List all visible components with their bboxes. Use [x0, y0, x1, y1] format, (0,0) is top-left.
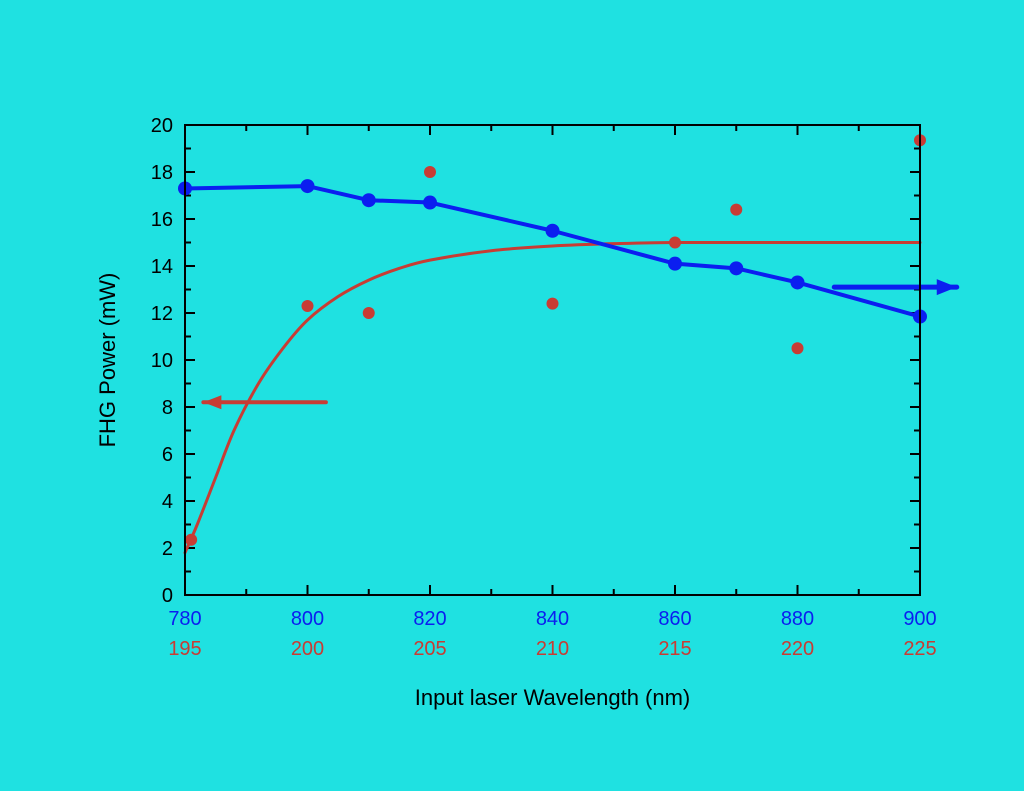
y-axis-title: FHG Power (mW) — [95, 273, 120, 448]
blue-point — [791, 275, 805, 289]
y-tick-label: 6 — [162, 444, 173, 466]
blue-point — [301, 179, 315, 193]
blue-point — [362, 193, 376, 207]
y-tick-label: 18 — [151, 162, 173, 184]
y-tick-label: 14 — [151, 256, 173, 278]
y-tick-label: 2 — [162, 538, 173, 560]
x-tick-label-top: 860 — [658, 608, 691, 630]
blue-point — [546, 224, 560, 238]
red-point — [669, 237, 681, 249]
y-tick-label: 8 — [162, 397, 173, 419]
x-tick-label-bottom: 215 — [658, 638, 691, 660]
blue-point — [668, 257, 682, 271]
chart-container: 0 2 4 6 8 10 12 14 16 18 20 780 800 820 840 860 880 900 19… — [0, 0, 1024, 791]
x-axis-title: Input laser Wavelength (nm) — [415, 685, 691, 710]
x-tick-label-top: 840 — [536, 608, 569, 630]
x-tick-label-bottom: 225 — [903, 638, 936, 660]
red-point — [302, 300, 314, 312]
red-point — [547, 298, 559, 310]
red-point — [730, 204, 742, 216]
x-tick-label-top: 800 — [291, 608, 324, 630]
y-tick-label: 16 — [151, 209, 173, 231]
plot-bg — [185, 125, 920, 595]
x-tick-label-top: 780 — [168, 608, 201, 630]
red-point — [363, 307, 375, 319]
y-tick-label: 0 — [162, 585, 173, 607]
y-tick-label: 4 — [162, 491, 173, 513]
y-tick-label: 10 — [151, 350, 173, 372]
x-tick-label-top: 880 — [781, 608, 814, 630]
x-tick-label-bottom: 220 — [781, 638, 814, 660]
x-tick-label-bottom: 195 — [168, 638, 201, 660]
chart-svg: 0 2 4 6 8 10 12 14 16 18 20 780 800 820 840 860 880 900 19… — [0, 0, 1024, 791]
x-tick-label-bottom: 205 — [413, 638, 446, 660]
x-tick-label-bottom: 200 — [291, 638, 324, 660]
blue-point — [423, 196, 437, 210]
x-tick-label-top: 900 — [903, 608, 936, 630]
y-tick-label: 20 — [151, 115, 173, 137]
blue-point — [729, 261, 743, 275]
x-tick-label-bottom: 210 — [536, 638, 569, 660]
red-point — [792, 342, 804, 354]
x-tick-label-top: 820 — [413, 608, 446, 630]
red-point — [185, 534, 197, 546]
red-point — [424, 166, 436, 178]
y-tick-label: 12 — [151, 303, 173, 325]
